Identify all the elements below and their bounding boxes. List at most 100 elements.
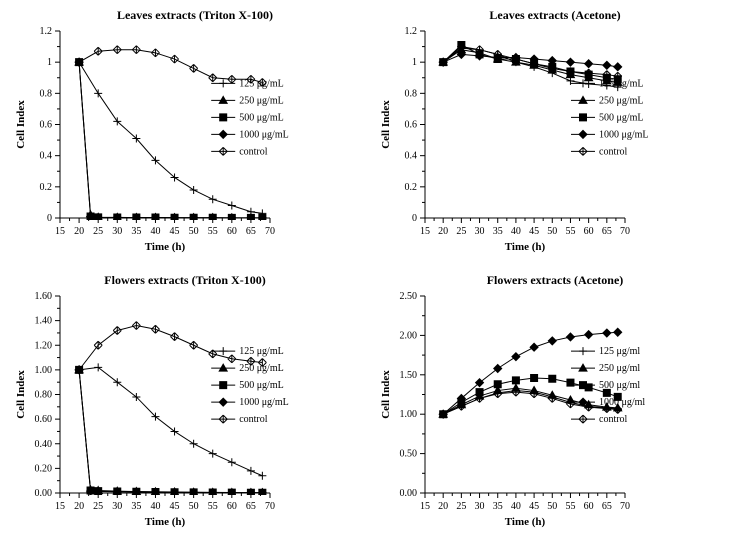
ytick-label: 0.20 [35,463,53,474]
marker-star [190,64,198,72]
plot-area [439,328,622,418]
plot-area [75,46,266,222]
ytick-label: 0.2 [405,182,418,193]
axes [60,296,270,493]
panel-leaves-triton: Leaves extracts (Triton X-100)1520253035… [10,5,370,260]
marker-cross [94,363,102,371]
xtick-label: 50 [547,226,557,237]
xtick-label: 35 [493,226,503,237]
marker-star [171,55,179,63]
ytick-label: 0.00 [400,488,418,499]
xtick-label: 20 [74,501,84,512]
marker-diamond [566,58,574,66]
xtick-label: 60 [227,501,237,512]
marker-diamond [614,63,622,71]
xtick-label: 35 [493,501,503,512]
ytick-label: 0.4 [40,151,53,162]
marker-diamond [219,398,227,406]
xtick-label: 65 [246,501,256,512]
xtick-label: 35 [131,501,141,512]
xtick-label: 20 [438,501,448,512]
marker-cross [219,79,227,87]
legend-label-1000-μg/mL: 1000 μg/mL [239,129,289,140]
series-line-control [443,392,618,414]
x-axis-label: Time (h) [505,241,546,253]
xtick-label: 70 [620,226,630,237]
chart-title: Leaves extracts (Triton X-100) [117,8,273,22]
xtick-label: 15 [55,501,65,512]
xtick-label: 35 [131,226,141,237]
y-axis-label: Cell Index [15,100,27,149]
ytick-label: 0.80 [35,390,53,401]
xtick-label: 50 [189,226,199,237]
ytick-label: 1.00 [400,409,418,420]
marker-star [151,325,159,333]
series-line-125 [79,62,262,213]
ytick-label: 0.60 [35,414,53,425]
xtick-label: 50 [189,501,199,512]
xtick-label: 25 [93,501,103,512]
ytick-label: 1.50 [400,370,418,381]
ytick-label: 1.60 [35,291,53,302]
xtick-label: 25 [456,226,466,237]
marker-cross [219,347,227,355]
xtick-label: 25 [93,226,103,237]
ytick-label: 0.00 [35,488,53,499]
xtick-label: 55 [565,226,575,237]
marker-diamond [603,329,611,337]
marker-square [512,377,519,384]
marker-cross [228,202,236,210]
axes [425,31,625,218]
axes [60,31,270,218]
marker-cross [258,472,266,480]
y-axis-label: Cell Index [380,100,392,149]
legend: 125 μg/ml250 μg/ml500 μg/ml1000 μg/mlcon… [571,346,645,425]
marker-square [531,374,538,381]
ytick-label: 0.2 [40,182,53,193]
legend-label-125-μg/mL: 125 μg/mL [239,78,284,89]
ytick-label: 1.2 [405,26,418,37]
marker-cross [209,450,217,458]
legend-label-control: control [599,146,628,157]
legend-label-control: control [239,414,268,425]
x-axis-label: Time (h) [505,516,546,528]
legend-label-250-μg/mL: 250 μg/ml [599,363,640,374]
marker-diamond [219,130,227,138]
xtick-label: 55 [565,501,575,512]
series-line-control [79,50,262,83]
legend-label-500-μg/mL: 500 μg/mL [239,380,284,391]
marker-cross [209,195,217,203]
xtick-label: 55 [208,501,218,512]
xtick-label: 15 [420,501,430,512]
series-line-250 [79,62,262,218]
marker-diamond [566,333,574,341]
legend-label-500-μg/mL: 500 μg/ml [599,380,640,391]
xtick-label: 30 [475,226,485,237]
legend-label-125-μg/mL: 125 μg/mL [599,78,644,89]
axes [425,296,625,493]
marker-diamond [512,353,520,361]
legend-label-1000-μg/mL: 1000 μg/ml [599,397,645,408]
legend-label-1000-μg/mL: 1000 μg/mL [239,397,289,408]
xtick-label: 60 [227,226,237,237]
series-line-500 [79,62,262,218]
legend-label-250-μg/mL: 250 μg/mL [599,95,644,106]
panel-flowers-triton: Flowers extracts (Triton X-100)152025303… [10,270,370,535]
marker-diamond [614,328,622,336]
xtick-label: 45 [529,501,539,512]
legend-label-250-μg/mL: 250 μg/mL [239,95,284,106]
y-axis-label: Cell Index [380,370,392,419]
marker-cross [94,89,102,97]
marker-diamond [579,130,587,138]
marker-star [132,322,140,330]
x-axis-label: Time (h) [145,516,186,528]
legend: 125 μg/mL250 μg/mL500 μg/mL1000 μg/mLcon… [211,78,289,157]
legend-label-control: control [239,146,268,157]
marker-square [549,375,556,382]
legend-label-125-μg/mL: 125 μg/ml [599,346,640,357]
marker-diamond [530,343,538,351]
xtick-label: 15 [420,226,430,237]
ytick-label: 1.20 [35,340,53,351]
ytick-label: 1.00 [35,365,53,376]
xtick-label: 30 [475,501,485,512]
